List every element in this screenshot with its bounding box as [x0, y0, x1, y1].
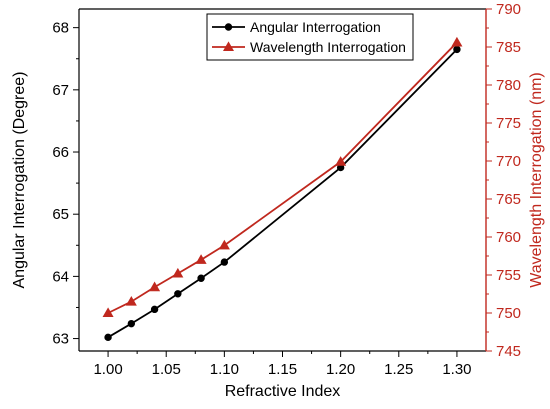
x-tick-label: 1.30 [442, 361, 471, 378]
legend-marker [222, 41, 235, 52]
left-y-tick-label: 65 [52, 206, 69, 223]
left-y-tick-label: 63 [52, 331, 69, 348]
data-point [218, 239, 230, 250]
data-point [104, 333, 112, 342]
right-y-tick-label: 760 [496, 229, 521, 246]
right-y-tick-label: 785 [496, 39, 521, 56]
right-y-tick-label: 780 [496, 77, 521, 94]
data-point [127, 319, 136, 328]
legend: Angular Interrogation Wavelength Interrog… [206, 13, 414, 61]
x-tick-label: 1.05 [152, 361, 181, 378]
right-y-tick-label: 790 [496, 1, 521, 18]
x-tick-label: 1.20 [326, 361, 355, 378]
data-point [149, 281, 161, 292]
x-tick-label: 1.15 [268, 361, 297, 378]
left-y-tick-label: 66 [52, 144, 69, 161]
axes: 1.00 1.05 1.10 1.15 1.20 1.25 1.30 63 64 65 66 67 68… [11, 1, 545, 400]
left-y-tick-label: 64 [52, 268, 69, 285]
right-y-axis-label: Wavelength Interrogation (nm) [528, 72, 545, 288]
legend-label: Angular Interrogation [250, 19, 381, 35]
series-line [107, 48, 458, 339]
right-y-tick-label: 755 [496, 267, 521, 284]
legend-entry: Angular Interrogation [212, 19, 381, 35]
data-point [102, 307, 114, 318]
right-y-tick-label: 775 [496, 115, 521, 132]
data-point [335, 156, 347, 166]
legend-marker [224, 23, 233, 31]
left-y-tick-label: 68 [52, 20, 69, 37]
left-y-tick-label: 67 [52, 82, 69, 99]
right-y-tick-label: 750 [496, 305, 521, 322]
right-y-tick-label: 770 [496, 153, 521, 170]
series-layer [102, 36, 463, 342]
legend-entry: Wavelength Interrogation [212, 39, 406, 55]
right-y-tick-label: 745 [496, 343, 521, 360]
left-y-axis-label: Angular Interrogation (Degree) [11, 71, 28, 288]
data-point [174, 290, 182, 298]
series-line [107, 41, 458, 314]
data-point [150, 305, 159, 314]
data-point [453, 45, 461, 54]
x-tick-label: 1.10 [210, 361, 239, 378]
x-tick-label: 1.25 [384, 361, 413, 378]
data-point [195, 254, 207, 264]
right-y-tick-label: 765 [496, 191, 521, 208]
data-point [451, 36, 463, 47]
legend-box [206, 13, 414, 61]
data-point [172, 267, 184, 278]
data-point [220, 258, 229, 266]
legend-label: Wavelength Interrogation [250, 39, 406, 55]
series-wavelength [102, 36, 463, 318]
x-tick-label: 1.00 [93, 361, 122, 378]
series-angular [104, 45, 461, 342]
data-point [197, 274, 205, 282]
x-axis-label: Refractive Index [225, 383, 341, 400]
data-point [125, 295, 137, 306]
